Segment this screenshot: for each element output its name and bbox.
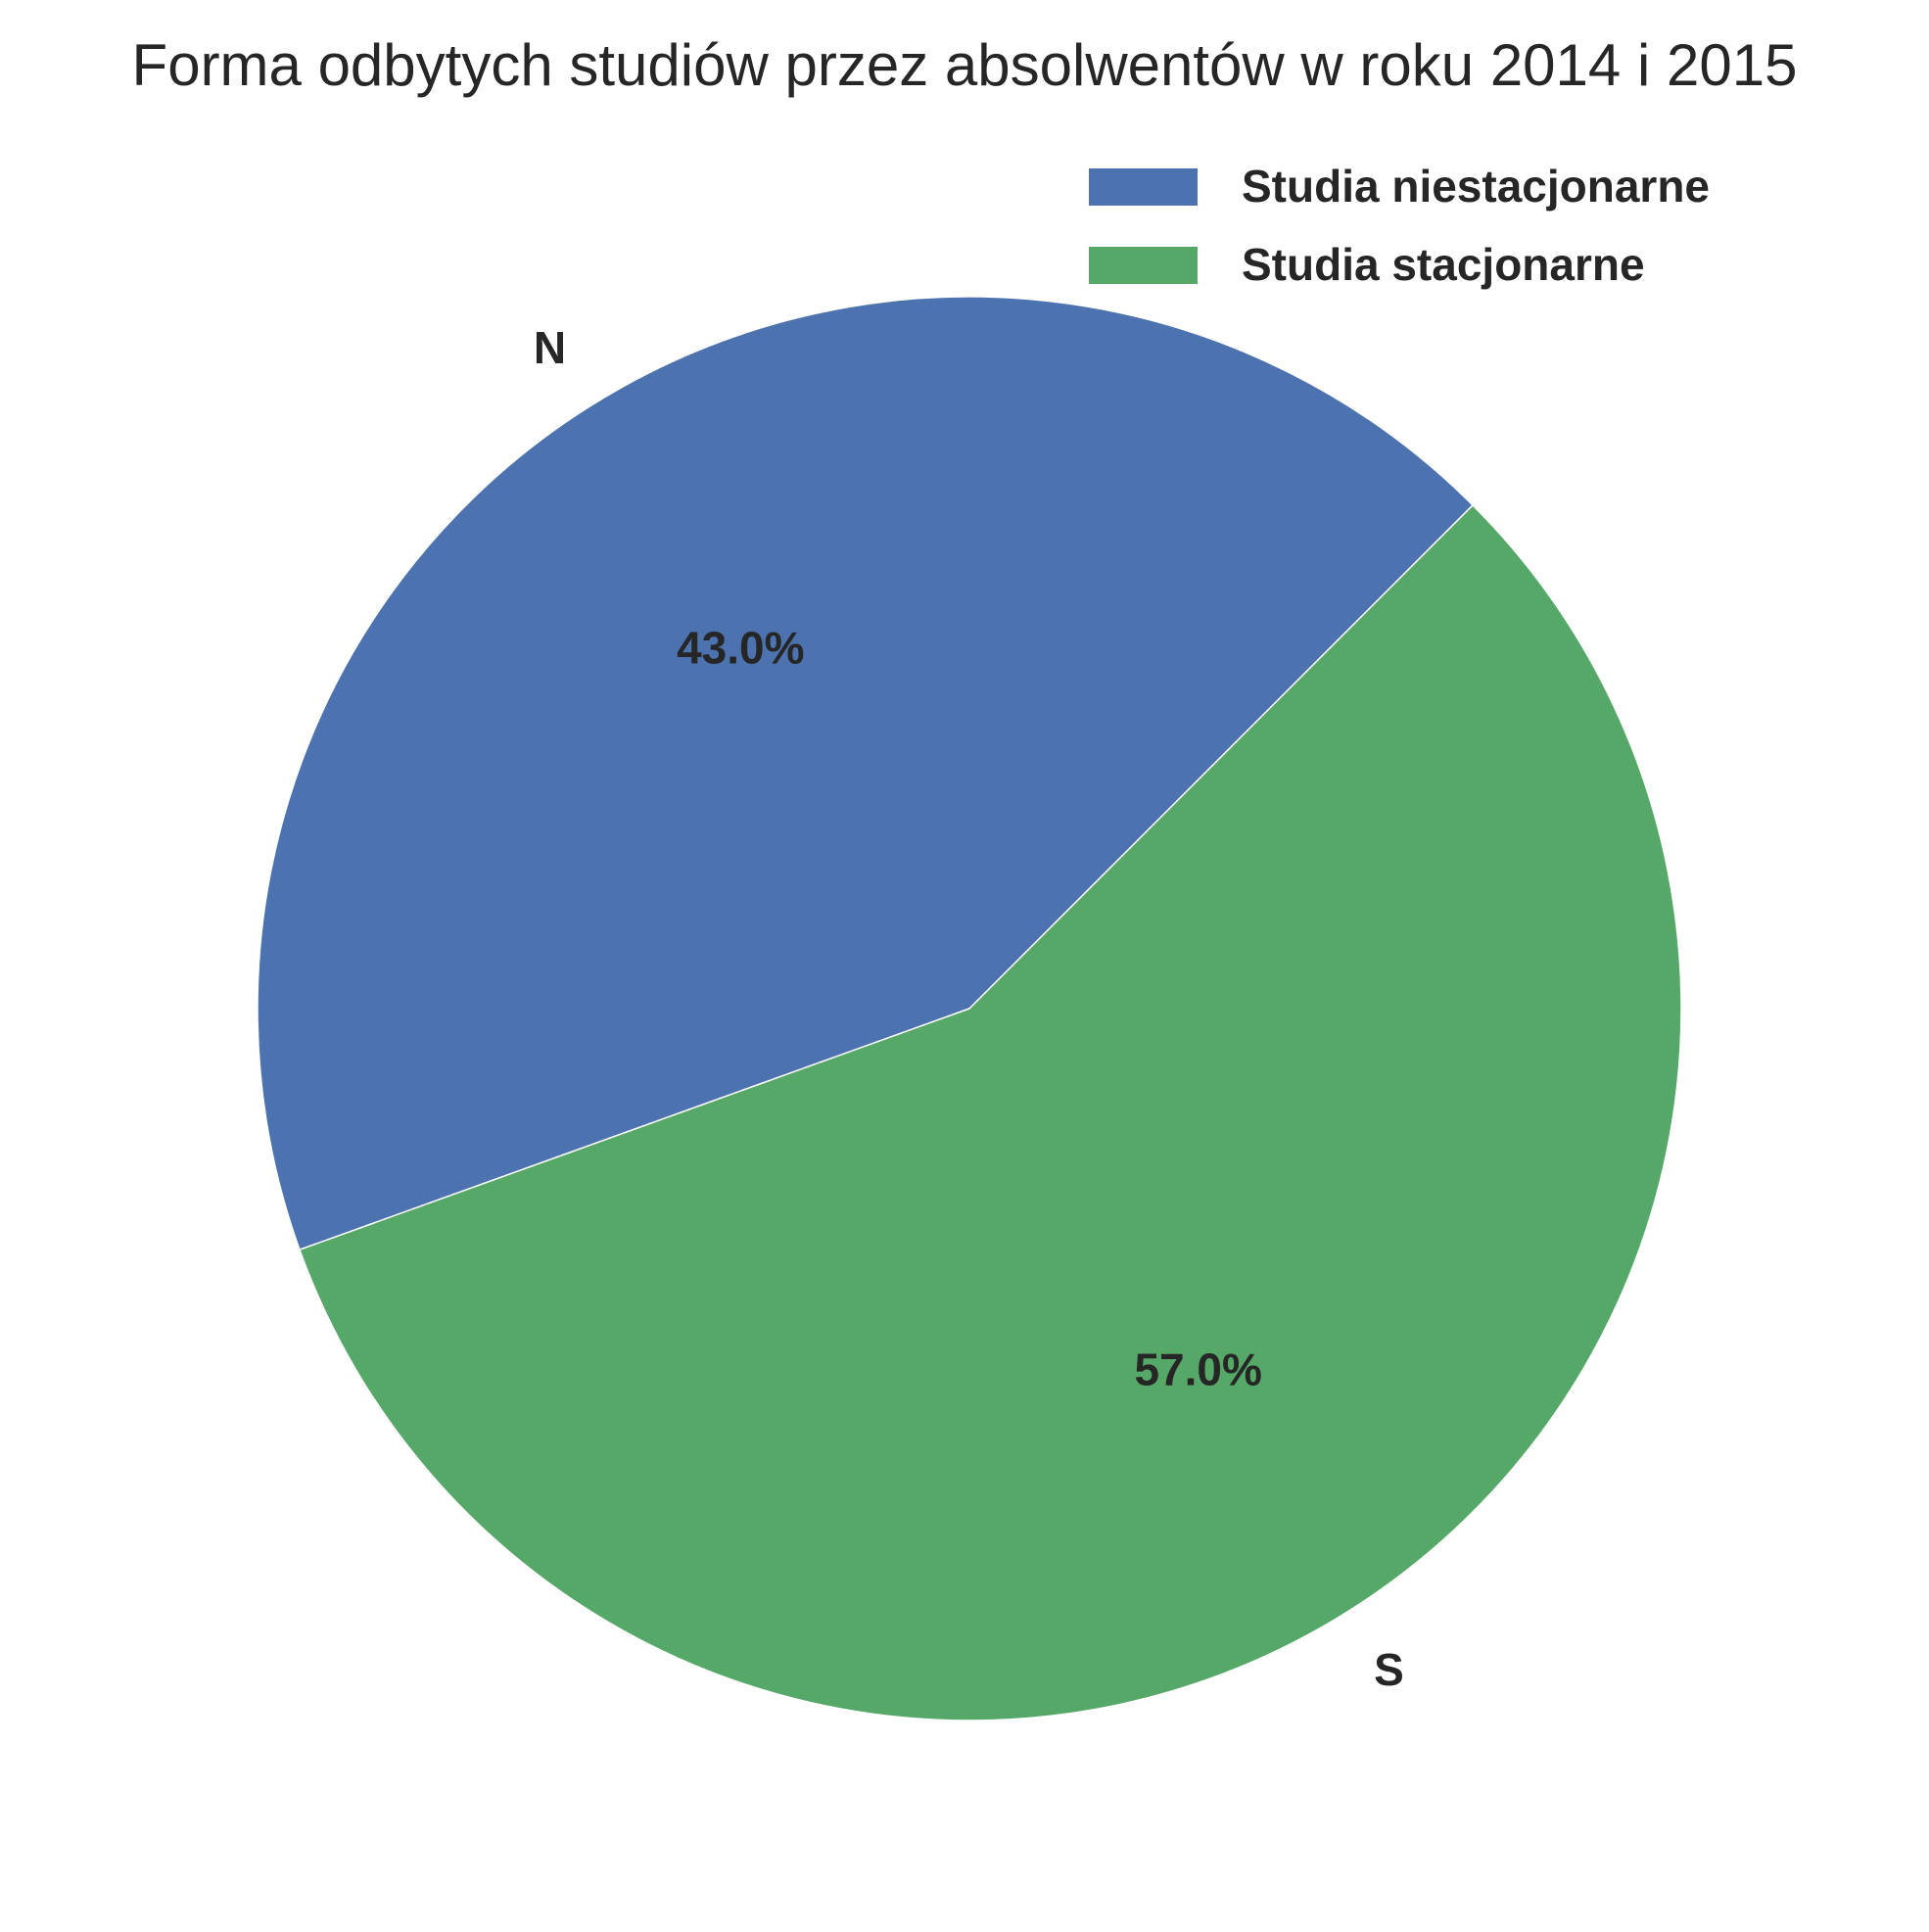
chart-title: Forma odbytych studiów przez absolwentów… [132, 32, 1798, 98]
legend-label-n: Studia niestacjonarne [1242, 161, 1710, 212]
legend-swatch-n [1089, 168, 1198, 206]
pie-slices [257, 296, 1682, 1721]
pct-label-s: 57.0% [1134, 1343, 1261, 1394]
pie-slice-labels: N 43.0% S 57.0% [534, 322, 1404, 1695]
slice-label-s: S [1374, 1644, 1404, 1695]
legend: Studia niestacjonarne Studia stacjonarne [1089, 161, 1710, 290]
pct-label-n: 43.0% [677, 623, 804, 674]
pie-slice-s [299, 503, 1682, 1721]
slice-label-n: N [534, 322, 566, 373]
legend-label-s: Studia stacjonarne [1242, 239, 1645, 290]
pie-slice-n [257, 296, 1475, 1251]
legend-swatch-s [1089, 247, 1198, 284]
